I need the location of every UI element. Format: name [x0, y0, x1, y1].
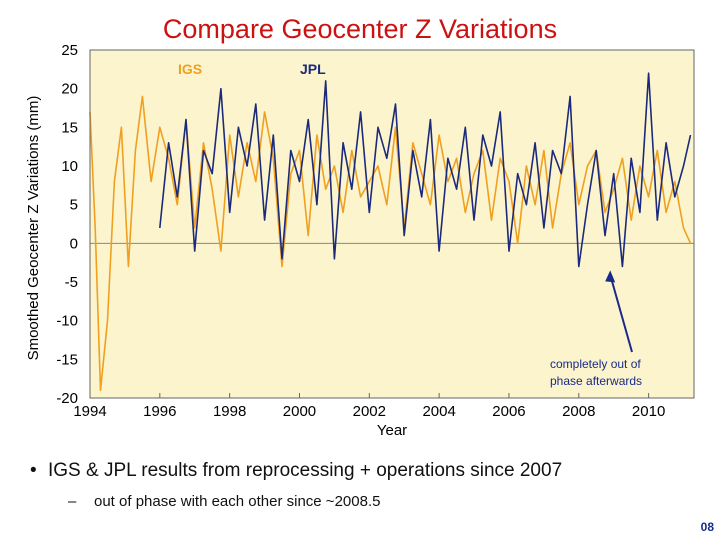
- y-tick-label: 5: [70, 197, 78, 214]
- bullet-main: • IGS & JPL results from reprocessing + o…: [30, 460, 562, 482]
- y-tick-label: 20: [61, 81, 78, 98]
- x-tick-label: 2006: [492, 403, 525, 420]
- x-tick-label: 1994: [73, 403, 106, 420]
- y-tick-label: -20: [56, 390, 78, 407]
- annotation-line-1: completely out of: [550, 357, 641, 371]
- dash-icon: –: [68, 493, 77, 510]
- bullet-text: IGS & JPL results from reprocessing + op…: [48, 460, 563, 481]
- annotation: completely out of phase afterwards: [550, 270, 642, 388]
- x-tick-label: 1996: [143, 403, 176, 420]
- x-tick-label: 2000: [283, 403, 316, 420]
- x-tick-label: 2002: [353, 403, 386, 420]
- series-layer: [89, 72, 692, 392]
- x-tick-label: 1998: [213, 403, 246, 420]
- plot-frame: [89, 49, 695, 399]
- series-line-jpl: [159, 72, 692, 268]
- subbullet-text: out of phase with each other since ~2008…: [94, 493, 381, 510]
- geocenter-chart: 1994 1996 1998 2000 2002 2004 2006 2008 2010 252…: [25, 42, 695, 439]
- x-tick-label: 2010: [632, 403, 665, 420]
- y-tick-label: 0: [70, 235, 78, 252]
- y-tick-label: -15: [56, 351, 78, 368]
- y-tick-label: -10: [56, 313, 78, 330]
- bullet-dot-icon: •: [30, 460, 37, 481]
- annotation-arrowhead: [605, 270, 616, 283]
- annotation-arrow: [610, 278, 633, 353]
- x-tick-labels: 1994 1996 1998 2000 2002 2004 2006 2008 2010: [73, 393, 665, 420]
- plot-area: [90, 50, 694, 398]
- legend-igs: IGS: [178, 61, 202, 77]
- slide-number: 08: [700, 520, 714, 534]
- slide-title: Compare Geocenter Z Variations: [162, 14, 558, 44]
- y-tick-label: 15: [61, 119, 78, 136]
- annotation-line-2: phase afterwards: [550, 374, 642, 388]
- x-tick-label: 2004: [422, 403, 455, 420]
- y-tick-label: 25: [61, 42, 78, 59]
- y-tick-label: 10: [61, 158, 78, 175]
- x-tick-label: 2008: [562, 403, 595, 420]
- x-axis-label: Year: [377, 422, 407, 439]
- legend-jpl: JPL: [300, 61, 326, 77]
- y-tick-labels: 25 20 15 10 5 0 -5 -10 -15 -20: [56, 42, 78, 407]
- y-tick-label: -5: [65, 274, 78, 291]
- series-line-igs: [89, 95, 692, 392]
- y-axis-label: Smoothed Geocenter Z Variations (mm): [25, 96, 42, 361]
- bullet-sub: – out of phase with each other since ~200…: [68, 493, 380, 510]
